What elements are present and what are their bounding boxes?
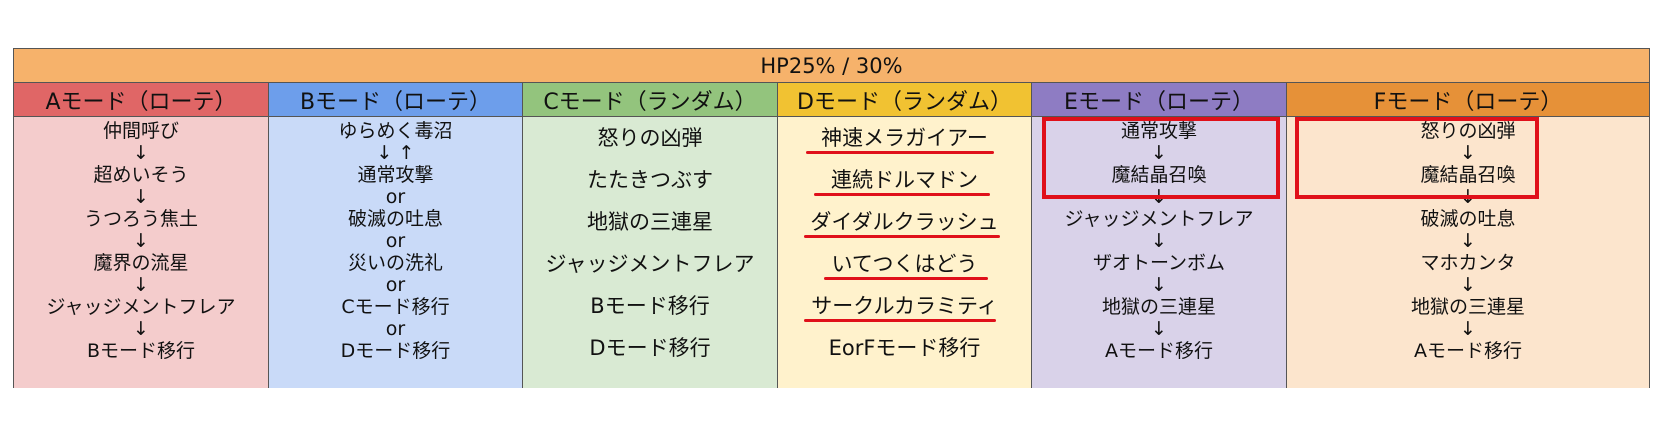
mode-column-e: Eモード（ローテ） 通常攻撃 ↓ 魔結晶召喚 ↓ ジャッジメントフレア ↓ ザオトーンボム ↓ 地…	[1032, 83, 1287, 388]
move-step: Bモード移行	[590, 294, 710, 318]
move-step: 魔界の流星	[93, 252, 189, 274]
mode-column-header: Cモード（ランダム）	[523, 83, 777, 117]
move-step: ザオトーンボム	[1092, 252, 1226, 274]
mode-column-header: Fモード（ローテ）	[1287, 83, 1649, 117]
highlight-underline	[814, 193, 990, 196]
table-header-title: HP25% / 30%	[760, 53, 903, 78]
mode-column-a: Aモード（ローテ） 仲間呼び ↓ 超めいそう ↓ うつろう焦土 ↓ 魔界の流星 ↓ ジャッジメント…	[14, 83, 269, 388]
mode-column-d: Dモード（ランダム） 神速メラガイアー 連続ドルマドン ダイダルクラッシュ いてつくはど…	[778, 83, 1032, 388]
mode-column-body: 怒りの凶弾たたきつぶす 地獄の三連星ジャッジメントフレア Bモード移行 Dモード移行	[523, 117, 777, 388]
highlight-box	[1042, 117, 1280, 199]
move-step: 破滅の吐息	[1420, 208, 1516, 230]
arrow-icon: ↓	[1151, 274, 1167, 296]
table-header: HP25% / 30%	[14, 49, 1649, 83]
arrow-icon: ↓	[1460, 274, 1476, 296]
arrow-icon: ↓	[133, 274, 149, 296]
move-step: Aモード移行	[1105, 340, 1213, 362]
highlight-underline	[824, 277, 988, 280]
move-step: Dモード移行	[340, 340, 451, 362]
move-step: 地獄の三連星	[1101, 296, 1216, 318]
mode-column-body: 仲間呼び ↓ 超めいそう ↓ うつろう焦土 ↓ 魔界の流星 ↓ ジャッジメントフレア ↓ Bモード移…	[14, 117, 268, 388]
highlight-underline	[804, 235, 1000, 238]
move-step: うつろう焦土	[83, 208, 198, 230]
move-step: Bモード移行	[86, 340, 196, 362]
move-step: 災いの洗礼	[347, 252, 443, 274]
move-step: 地獄の三連星	[587, 210, 713, 234]
move-step: 通常攻撃	[357, 164, 434, 186]
highlight-underline	[804, 319, 996, 322]
move-step: 魔結晶召喚	[1111, 164, 1207, 186]
mode-column-c: Cモード（ランダム） 怒りの凶弾たたきつぶす 地獄の三連星ジャッジメントフレア Bモー…	[523, 83, 778, 388]
arrow-icon: ↓	[1460, 142, 1476, 164]
move-step: ジャッジメントフレア	[545, 252, 755, 276]
arrow-icon: ↓	[133, 142, 149, 164]
mode-column-body: 神速メラガイアー 連続ドルマドン ダイダルクラッシュ いてつくはどう サークルカラミティ…	[778, 117, 1031, 388]
move-step: 連続ドルマドン	[831, 168, 978, 192]
move-step: いてつくはどう	[831, 252, 978, 276]
mode-column-header: Dモード（ランダム）	[778, 83, 1031, 117]
or-separator: or	[385, 230, 406, 252]
move-step: EorFモード移行	[828, 336, 981, 360]
move-step: 破滅の吐息	[347, 208, 443, 230]
move-step: サークルカラミティ	[811, 294, 998, 318]
or-separator: or	[385, 186, 406, 208]
or-separator: or	[385, 318, 406, 340]
mode-table: HP25% / 30% Aモード（ローテ） 仲間呼び ↓ 超めいそう ↓ うつろう焦土 ↓ 魔…	[13, 48, 1650, 388]
mode-column-f: Fモード（ローテ） 怒りの凶弾 ↓ 魔結晶召喚 ↓ 破滅の吐息 ↓ マホカンタ ↓ 地獄の三連星 ↓…	[1287, 83, 1649, 388]
arrow-icon: ↓	[1460, 230, 1476, 252]
arrow-icon: ↓	[133, 186, 149, 208]
arrow-icon: ↓	[1151, 230, 1167, 252]
mode-column-body: 怒りの凶弾 ↓ 魔結晶召喚 ↓ 破滅の吐息 ↓ マホカンタ ↓ 地獄の三連星 ↓ Aモード移行	[1287, 117, 1649, 388]
move-step: 怒りの凶弾	[1420, 120, 1516, 142]
arrow-icon: ↓	[1460, 318, 1476, 340]
arrow-icon: ↓	[1151, 318, 1167, 340]
highlight-underline	[806, 151, 994, 154]
mode-column-header: Aモード（ローテ）	[14, 83, 268, 117]
mode-column-body: 通常攻撃 ↓ 魔結晶召喚 ↓ ジャッジメントフレア ↓ ザオトーンボム ↓ 地獄の三連星 ↓ Aモー…	[1032, 117, 1286, 388]
move-step: ダイダルクラッシュ	[810, 210, 999, 234]
arrow-icon: ↓ ↑	[376, 142, 415, 164]
move-step: Aモード移行	[1414, 340, 1522, 362]
move-step: ゆらめく毒沼	[338, 120, 453, 142]
arrow-icon: ↓	[133, 318, 149, 340]
move-step: たたきつぶす	[587, 168, 713, 192]
mode-column-b: Bモード（ローテ） ゆらめく毒沼 ↓ ↑ 通常攻撃 or 破滅の吐息 or 災いの洗礼 or Cモ…	[269, 83, 523, 388]
arrow-icon: ↓	[1151, 142, 1167, 164]
move-step: 怒りの凶弾	[597, 126, 703, 150]
move-step: Dモード移行	[589, 336, 711, 360]
mode-column-header: Eモード（ローテ）	[1032, 83, 1286, 117]
mode-column-header: Bモード（ローテ）	[269, 83, 522, 117]
move-step: Cモード移行	[341, 296, 450, 318]
highlight-box	[1295, 117, 1539, 199]
or-separator: or	[385, 274, 406, 296]
arrow-icon: ↓	[133, 230, 149, 252]
move-step: ジャッジメントフレア	[46, 296, 236, 318]
move-step: 超めいそう	[93, 164, 189, 186]
move-step: 神速メラガイアー	[821, 126, 988, 150]
move-step: 地獄の三連星	[1410, 296, 1525, 318]
move-step: 通常攻撃	[1120, 120, 1197, 142]
mode-column-body: ゆらめく毒沼 ↓ ↑ 通常攻撃 or 破滅の吐息 or 災いの洗礼 or Cモード移行 or Dモー…	[269, 117, 522, 388]
move-step: マホカンタ	[1420, 252, 1516, 274]
move-step: 魔結晶召喚	[1420, 164, 1516, 186]
move-step: ジャッジメントフレア	[1064, 208, 1254, 230]
move-step: 仲間呼び	[102, 120, 179, 142]
